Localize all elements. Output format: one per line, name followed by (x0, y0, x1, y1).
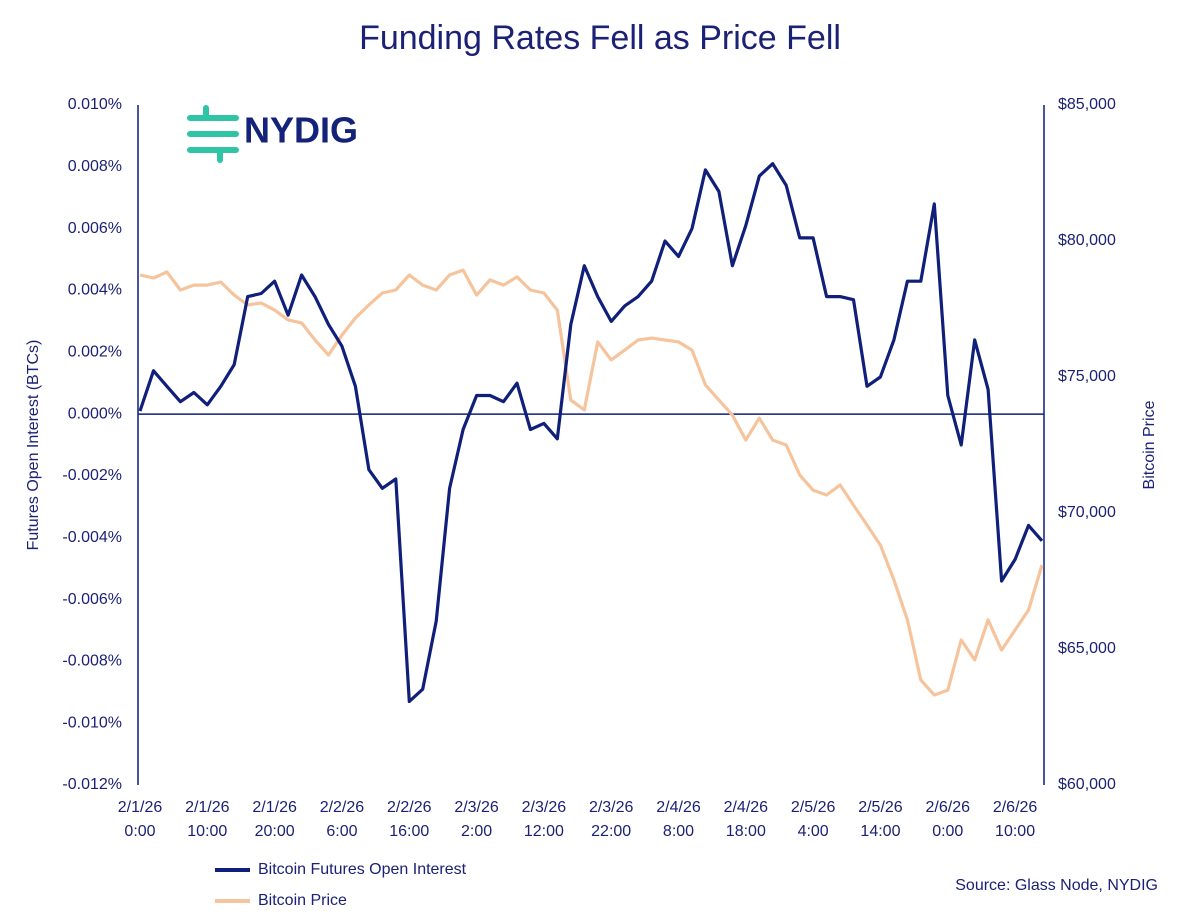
x-tick-label: 2/6/26 10:00 (993, 799, 1038, 840)
x-tick-label: 2/2/26 16:00 (387, 799, 432, 840)
x-tick-label: 2/4/26 8:00 (656, 799, 701, 840)
x-tick-label: 2/4/26 18:00 (724, 799, 769, 840)
x-tick-label: 2/3/26 22:00 (589, 799, 634, 840)
y2-tick-label: $85,000 (1058, 96, 1116, 113)
x-tick-label: 2/1/26 20:00 (252, 799, 297, 840)
x-tick-label: 2/1/26 0:00 (118, 799, 163, 840)
x-tick-label: 2/5/26 4:00 (791, 799, 836, 840)
x-tick-label: 2/3/26 12:00 (522, 799, 567, 840)
x-tick-label: 2/6/26 0:00 (926, 799, 971, 840)
y-tick-label: 0.000% (68, 405, 122, 422)
y-tick-label: -0.008% (62, 653, 122, 670)
source-note: Source: Glass Node, NYDIG (955, 877, 1158, 894)
chart-title: Funding Rates Fell as Price Fell (359, 19, 841, 57)
y-tick-label: 0.008% (68, 158, 122, 175)
y-tick-label: -0.010% (62, 714, 122, 731)
y-tick-label: -0.004% (62, 529, 122, 546)
y-tick-label: -0.012% (62, 776, 122, 793)
x-tick-label: 2/1/26 10:00 (185, 799, 230, 840)
x-tick-label: 2/2/26 6:00 (320, 799, 365, 840)
x-tick-label: 2/3/26 2:00 (454, 799, 499, 840)
y-tick-label: 0.002% (68, 343, 122, 360)
logo-text: NYDIG (244, 110, 358, 151)
series-line (138, 162, 1044, 704)
logo-icon (187, 105, 239, 163)
y2-tick-label: $70,000 (1058, 504, 1116, 521)
y2-axis-label: Bitcoin Price (1141, 400, 1158, 489)
series-line (139, 268, 1044, 697)
y-tick-label: 0.004% (68, 282, 122, 299)
legend-label: Bitcoin Futures Open Interest (258, 861, 467, 878)
y-tick-label: -0.002% (62, 467, 122, 484)
y2-tick-label: $65,000 (1058, 640, 1116, 657)
y-tick-label: 0.006% (68, 220, 122, 237)
y-tick-label: 0.010% (68, 96, 122, 113)
y2-tick-label: $75,000 (1058, 368, 1116, 385)
logo: NYDIG (187, 105, 358, 163)
y2-tick-label: $60,000 (1058, 776, 1116, 793)
y-tick-label: -0.006% (62, 591, 122, 608)
y-axis-label: Futures Open Interest (BTCs) (25, 340, 42, 551)
x-tick-label: 2/5/26 14:00 (858, 799, 903, 840)
y2-tick-label: $80,000 (1058, 232, 1116, 249)
legend-label: Bitcoin Price (258, 892, 347, 909)
